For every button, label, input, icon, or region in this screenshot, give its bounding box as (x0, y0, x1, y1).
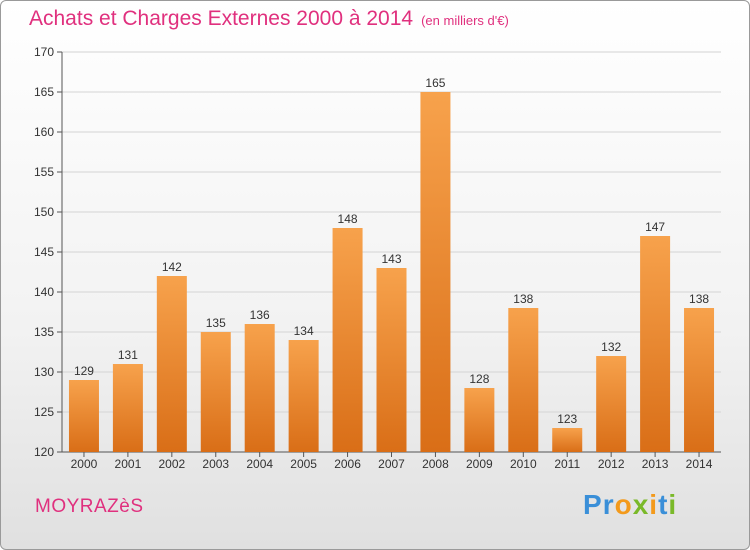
bar (376, 268, 407, 452)
chart-title-text: Achats et Charges Externes 2000 à 2014 (29, 7, 414, 30)
x-tick-label: 2003 (202, 457, 229, 471)
x-tick-label: 2001 (115, 457, 142, 471)
bar (288, 340, 319, 452)
bar-value-label: 131 (118, 348, 138, 362)
bar-value-label: 129 (74, 364, 94, 378)
bar (508, 308, 539, 452)
bar-value-label: 134 (294, 324, 314, 338)
bar-value-label: 138 (689, 292, 709, 306)
bar (156, 276, 187, 452)
x-tick-label: 2000 (71, 457, 98, 471)
logo-letter: t (658, 489, 669, 520)
bar-value-label: 138 (513, 292, 533, 306)
bar (244, 324, 275, 452)
x-tick-label: 2006 (334, 457, 361, 471)
bar-value-label: 165 (425, 76, 445, 90)
logo-letter: o (614, 489, 633, 520)
logo-letter: x (632, 489, 650, 520)
y-tick-label: 120 (34, 445, 54, 459)
x-tick-label: 2010 (510, 457, 537, 471)
x-tick-label: 2007 (378, 457, 405, 471)
bar (200, 332, 231, 452)
y-tick-label: 150 (34, 205, 54, 219)
chart-subtitle: (en milliers d'€) (421, 13, 509, 28)
bar (596, 356, 627, 452)
x-tick-label: 2005 (290, 457, 317, 471)
bar-value-label: 142 (162, 260, 182, 274)
logo-letter: r (602, 489, 615, 520)
bar-value-label: 148 (338, 212, 358, 226)
bar (684, 308, 715, 452)
x-tick-label: 2014 (686, 457, 713, 471)
x-tick-label: 2002 (158, 457, 185, 471)
y-tick-label: 130 (34, 365, 54, 379)
bar-value-label: 135 (206, 316, 226, 330)
bar-value-label: 136 (250, 308, 270, 322)
bar (68, 380, 99, 452)
logo-letter: P (583, 489, 603, 520)
bar-value-label: 147 (645, 220, 665, 234)
x-tick-label: 2004 (246, 457, 273, 471)
logo-letter: i (649, 489, 659, 520)
x-tick-label: 2012 (598, 457, 625, 471)
x-tick-label: 2008 (422, 457, 449, 471)
bar (464, 388, 495, 452)
bar-value-label: 143 (381, 252, 401, 266)
bar-value-label: 128 (469, 372, 489, 386)
bar-value-label: 123 (557, 412, 577, 426)
x-tick-label: 2009 (466, 457, 493, 471)
bar (552, 428, 583, 452)
proxiti-logo: Proxiti (583, 489, 677, 521)
y-tick-label: 140 (34, 285, 54, 299)
labels: 120 125 130 135 140 145 150 155 160 165 170 129 2000… (34, 45, 713, 471)
logo-letter: i (668, 489, 678, 520)
bar (420, 92, 451, 452)
y-tick-label: 125 (34, 405, 54, 419)
bar (640, 236, 671, 452)
bar (332, 228, 363, 452)
x-tick-label: 2013 (642, 457, 669, 471)
y-tick-label: 155 (34, 165, 54, 179)
y-tick-label: 145 (34, 245, 54, 259)
bars (68, 92, 715, 452)
commune-name: MOYRAZèS (35, 496, 144, 517)
x-tick-label: 2011 (554, 457, 580, 471)
y-tick-label: 170 (34, 45, 54, 59)
y-tick-label: 135 (34, 325, 54, 339)
bar-value-label: 132 (601, 340, 621, 354)
y-tick-label: 160 (34, 125, 54, 139)
chart-title: Achats et Charges Externes 2000 à 2014 (e… (29, 7, 509, 31)
bar (112, 364, 143, 452)
y-tick-label: 165 (34, 85, 54, 99)
